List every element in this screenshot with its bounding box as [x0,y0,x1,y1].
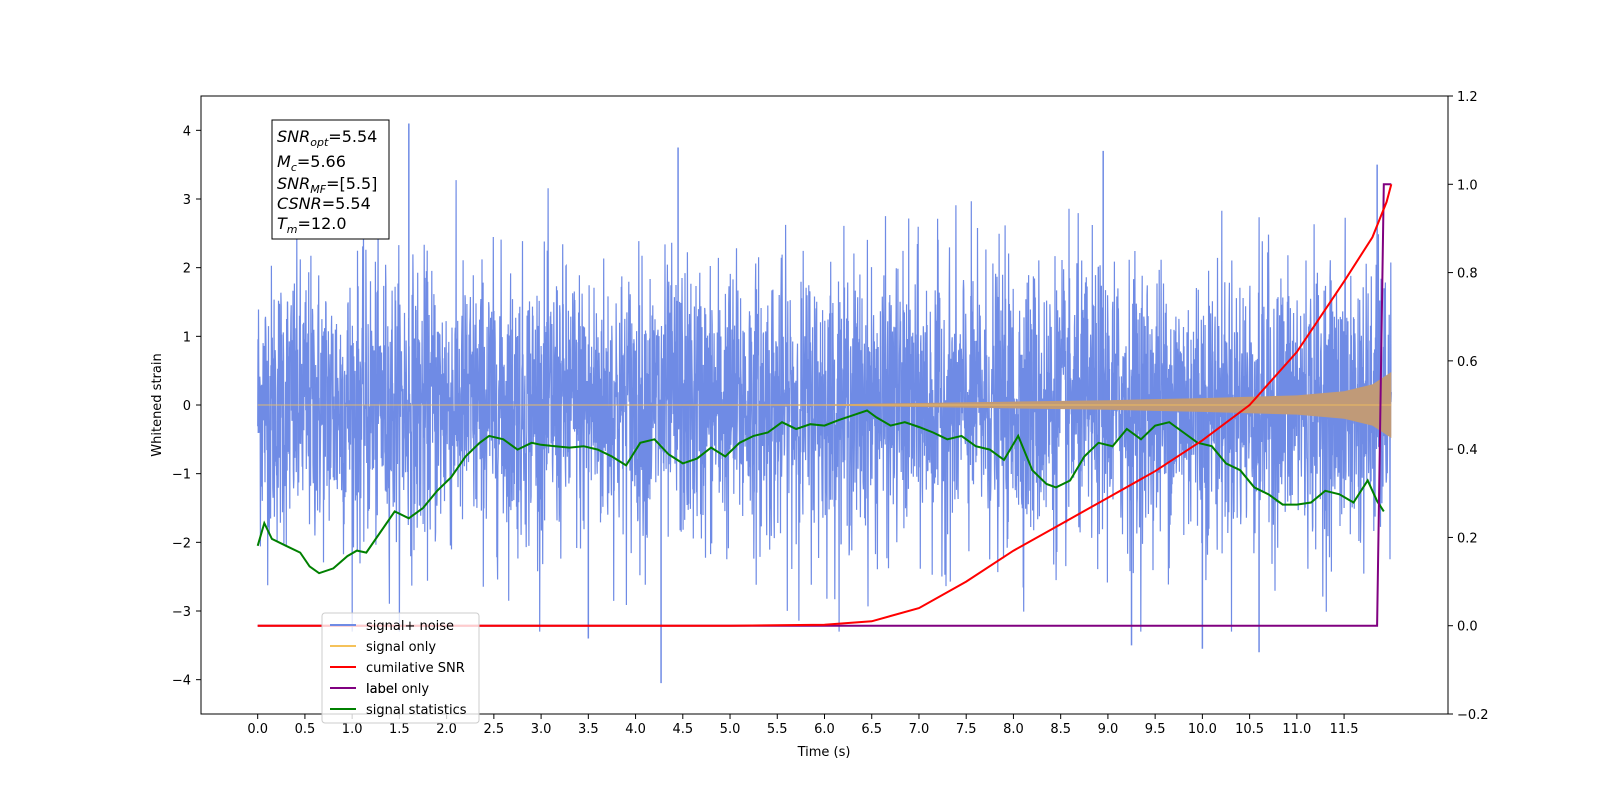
x-tick-label: 9.5 [1145,722,1166,737]
x-tick-label: 4.0 [625,722,646,737]
y-tick-label: −1 [172,468,191,483]
y-tick-label: 2 [183,262,191,277]
x-tick-label: 3.5 [578,722,599,737]
legend-label-cumulative-snr: cumilative SNR [366,661,465,676]
y-axis-left: 4 3 2 1 0 −1 −2 −3 −4 [172,124,201,689]
y-tick-label: −3 [172,605,191,620]
x-tick-label: 6.5 [861,722,882,737]
x-tick-label: 3.0 [531,722,552,737]
x-tick-label: 9.0 [1098,722,1119,737]
legend-hidden-entry: label only [366,682,429,697]
annotation-mc: Mc=5.66 [277,152,346,174]
annotation-csnr: CSNR=5.54 [277,194,371,213]
y-tick-label: 0 [183,399,191,414]
x-tick-label: 4.5 [672,722,693,737]
legend-label-signal-statistics: signal statistics [366,703,467,718]
legend-frame [321,612,480,724]
x-tick-label: 5.0 [720,722,741,737]
y-tick-label: 1 [183,330,191,345]
legend-label-label: label [366,682,397,697]
y2-tick-label: 0.6 [1457,355,1478,370]
x-tick-label: 7.0 [909,722,930,737]
series-cumulative-snr-line [257,184,1393,627]
x-axis-title: Time (s) [797,745,851,760]
legend-label-signal-noise: signal+ noise [366,619,454,634]
x-tick-label: 5.5 [767,722,788,737]
y2-tick-label: 1.2 [1457,90,1478,105]
x-tick-label: 1.0 [342,722,363,737]
x-tick-label: 0.5 [295,722,316,737]
x-axis: 0.0 0.5 1.0 1.5 2.0 2.5 3.0 3.5 4.0 4.5 5.0 5.5 6.0 6… [247,714,1359,737]
annotation-box: SNRopt=5.54 Mc=5.66 SNRMF=[5.5] CSNR=5.5… [271,119,390,240]
annotation-tm: Tm=12.0 [277,214,347,236]
x-tick-label: 11.0 [1282,722,1311,737]
x-tick-label: 0.0 [247,722,268,737]
y-axis-right: 1.2 1.0 0.8 0.6 0.4 0.2 0.0 −0.2 [1448,90,1489,723]
y2-tick-label: 0.0 [1457,620,1478,635]
series-layer [256,123,1393,684]
y-axis-title: Whitened strain [150,353,165,456]
x-tick-label: 8.5 [1050,722,1071,737]
y2-tick-label: 1.0 [1457,178,1478,193]
legend: label only signal+ noise signal only cum… [321,612,480,724]
annotation-snr-mf: SNRMF=[5.5] [277,174,377,196]
y-tick-label: −4 [172,674,191,689]
y2-tick-label: 0.8 [1457,267,1478,282]
legend-label-signal-only: signal only [366,640,436,655]
x-tick-label: 2.0 [436,722,457,737]
annotation-frame [271,119,390,240]
x-tick-label: 8.0 [1003,722,1024,737]
y2-tick-label: 0.4 [1457,443,1478,458]
x-tick-label: 11.5 [1330,722,1359,737]
y2-tick-label: −0.2 [1457,708,1489,723]
y-tick-label: −2 [172,536,191,551]
annotation-snr-opt: SNRopt=5.54 [277,127,377,149]
x-tick-label: 2.5 [484,722,505,737]
x-tick-label: 1.5 [389,722,410,737]
y-tick-label: 3 [183,193,191,208]
x-tick-label: 10.5 [1235,722,1264,737]
x-tick-label: 10.0 [1188,722,1217,737]
y-tick-label: 4 [183,124,191,139]
x-tick-label: 7.5 [956,722,977,737]
x-tick-label: 6.0 [814,722,835,737]
y2-tick-label: 0.2 [1457,531,1478,546]
